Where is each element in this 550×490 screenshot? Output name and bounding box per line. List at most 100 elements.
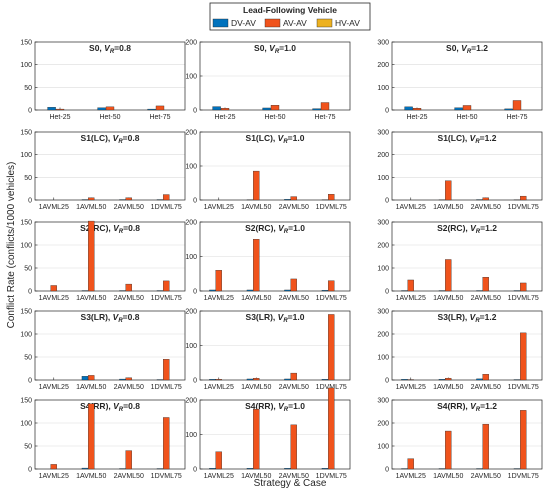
- bar-av-av: [50, 464, 57, 470]
- bar-av-av: [290, 372, 297, 381]
- bar-av-av: [482, 277, 489, 292]
- bar-av-av: [163, 194, 170, 201]
- y-tick-label: 0: [193, 378, 197, 385]
- x-tick-label: 2AVML50: [279, 295, 309, 302]
- plot-area: [391, 310, 543, 381]
- y-tick-label: 50: [24, 355, 32, 362]
- bar-dv-av: [97, 107, 106, 111]
- bar-dv-av: [454, 107, 463, 111]
- bar-av-av: [88, 403, 95, 470]
- bar-av-av: [125, 197, 132, 201]
- x-tick-label: 2AVML50: [114, 473, 144, 480]
- y-tick-label: 100: [185, 164, 197, 171]
- bar-av-av: [290, 278, 297, 292]
- x-tick-label: 2AVML50: [114, 384, 144, 391]
- y-tick-label: 100: [185, 74, 197, 81]
- bar-dv-av: [504, 108, 513, 111]
- y-tick-label: 100: [185, 432, 197, 439]
- bar-dv-av: [438, 379, 446, 381]
- bar-av-av: [320, 102, 330, 111]
- x-tick-label: 1AVML50: [76, 204, 106, 211]
- panel-4-3: 0 100 200 300 S3(LR), VR=1.2 1AVML25 1AVML50 2A…: [377, 309, 543, 391]
- bar-dv-av: [401, 379, 408, 381]
- x-tick-label: 1DVML75: [151, 473, 182, 480]
- x-tick-label: 2AVML50: [279, 384, 309, 391]
- bar-dv-av: [81, 467, 89, 470]
- bar-av-av: [220, 108, 230, 111]
- x-tick-label: 2AVML50: [279, 473, 309, 480]
- y-tick-label: 100: [377, 85, 389, 92]
- x-tick-label: 1DVML75: [316, 204, 347, 211]
- x-tick-label: 1DVML75: [151, 384, 182, 391]
- panel-1-1: 0 50 100 150 S0, VR=0.8 Het-25 Het-50 Het-75: [20, 40, 186, 121]
- bar-dv-av: [404, 106, 413, 111]
- bar-av-av: [445, 180, 452, 201]
- panel-3-1: 0 50 100 150 S2(RC), VR=0.8 1AVML25 1AVML50 2AV…: [20, 220, 186, 302]
- panel-1-3: 0 100 200 300 S0, VR=1.2 Het-25 Het-50 Het-75: [377, 40, 543, 121]
- y-tick-label: 150: [20, 398, 32, 405]
- bar-dv-av: [476, 378, 483, 381]
- bar-av-av: [328, 280, 335, 292]
- x-tick-label: 1AVML25: [39, 384, 69, 391]
- x-tick-label: 1DVML75: [508, 295, 539, 302]
- y-tick-label: 100: [20, 332, 32, 339]
- panel-4-1: 0 50 100 150 S3(LR), VR=0.8 1AVML25 1AVML50 2AV…: [20, 309, 186, 391]
- x-tick-label: 2AVML50: [114, 295, 144, 302]
- y-tick-label: 0: [28, 198, 32, 205]
- bar-av-av: [462, 105, 472, 111]
- legend-swatch-av-av: [264, 18, 281, 28]
- panel-5-2: 0 100 200 S4(RR), VR=1.0 1AVML25 1AVML50 2AVML…: [185, 387, 351, 480]
- plot-area: [391, 131, 543, 201]
- bar-av-av: [445, 430, 452, 470]
- bar-dv-av: [81, 376, 89, 381]
- y-tick-label: 100: [185, 343, 197, 350]
- x-tick-label: 1AVML25: [204, 473, 234, 480]
- panel-title: S2(RC), VR=1.0: [245, 223, 305, 235]
- bar-av-av: [50, 285, 57, 292]
- x-tick-label: 1DVML75: [316, 384, 347, 391]
- plot-area: [34, 310, 186, 381]
- y-tick-label: 300: [377, 220, 389, 227]
- x-tick-label: 1AVML25: [204, 295, 234, 302]
- bar-av-av: [520, 410, 527, 470]
- panel-4-2: 0 100 200 S3(LR), VR=1.0 1AVML25 1AVML50 2AVML…: [185, 309, 351, 391]
- y-tick-label: 0: [28, 289, 32, 296]
- bar-av-av: [328, 314, 335, 381]
- x-tick-label: 1AVML25: [396, 204, 426, 211]
- x-tick-label: 1AVML50: [241, 384, 271, 391]
- x-tick-label: 1AVML25: [39, 473, 69, 480]
- y-tick-label: 0: [385, 108, 389, 115]
- bar-av-av: [445, 377, 452, 381]
- y-tick-label: 200: [185, 40, 197, 47]
- x-tick-label: Het-50: [264, 114, 285, 121]
- legend: Lead-Following Vehicle DV-AV AV-AV HV-AV: [209, 2, 371, 31]
- x-tick-label: 1DVML75: [508, 204, 539, 211]
- x-tick-label: 1AVML25: [204, 204, 234, 211]
- x-tick-label: 1AVML50: [433, 473, 463, 480]
- y-tick-label: 100: [377, 175, 389, 182]
- x-tick-label: 1DVML75: [508, 473, 539, 480]
- x-tick-label: 1AVML50: [241, 204, 271, 211]
- plot-area: [34, 221, 186, 292]
- y-tick-label: 200: [377, 62, 389, 69]
- bar-dv-av: [246, 468, 254, 470]
- x-tick-label: 2AVML50: [471, 473, 501, 480]
- bar-dv-av: [119, 378, 126, 381]
- panel-title: S3(LR), VR=1.2: [438, 312, 497, 324]
- bar-av-av: [290, 424, 297, 470]
- y-tick-label: 100: [20, 62, 32, 69]
- y-tick-label: 100: [20, 243, 32, 250]
- y-tick-label: 0: [28, 378, 32, 385]
- x-tick-label: 1AVML25: [39, 295, 69, 302]
- panel-title: S2(RC), VR=1.2: [437, 223, 497, 235]
- y-tick-label: 0: [193, 108, 197, 115]
- x-tick-label: 1AVML25: [39, 204, 69, 211]
- y-tick-label: 200: [185, 130, 197, 137]
- y-tick-label: 50: [24, 266, 32, 273]
- bar-av-av: [482, 423, 489, 470]
- x-tick-label: 2AVML50: [114, 204, 144, 211]
- bar-av-av: [125, 377, 132, 381]
- y-tick-label: 0: [385, 378, 389, 385]
- y-tick-label: 150: [20, 130, 32, 137]
- y-tick-label: 150: [20, 220, 32, 227]
